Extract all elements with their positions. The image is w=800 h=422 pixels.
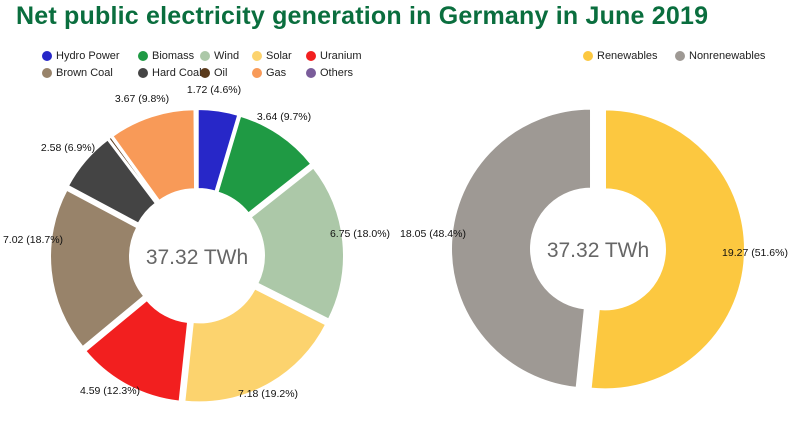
slice-label-renewables: 19.27 (51.6%) bbox=[722, 247, 788, 259]
legend-label: Nonrenewables bbox=[689, 50, 766, 62]
slice-solar[interactable] bbox=[183, 287, 328, 404]
legend-item-uranium[interactable]: Uranium bbox=[306, 50, 362, 62]
slice-label-gas: 3.67 (9.8%) bbox=[115, 93, 169, 105]
legend-item-biomass[interactable]: Biomass bbox=[138, 50, 194, 62]
legend-swatch bbox=[200, 68, 210, 78]
slice-biomass[interactable] bbox=[216, 114, 313, 215]
legend-swatch bbox=[583, 51, 593, 61]
legend-label: Brown Coal bbox=[56, 67, 113, 79]
legend-item-wind[interactable]: Wind bbox=[200, 50, 239, 62]
donut-chart-1: 1.72 (4.6%) 3.64 (9.7%) 6.75 (18.0%) 7.18 (… bbox=[3, 84, 390, 404]
legend-label: Others bbox=[320, 67, 354, 79]
slice-label-uranium: 4.59 (12.3%) bbox=[80, 385, 140, 397]
legend-label: Biomass bbox=[152, 50, 195, 62]
legend-item-hydro-power[interactable]: Hydro Power bbox=[42, 50, 120, 62]
slice-label-nonrenewables: 18.05 (48.4%) bbox=[400, 228, 466, 240]
slice-label-biomass: 3.64 (9.7%) bbox=[257, 111, 311, 123]
legend-label: Hydro Power bbox=[56, 50, 120, 62]
chart-title: Net public electricity generation in Ger… bbox=[16, 2, 709, 30]
legend-swatch bbox=[675, 51, 685, 61]
legend-label: Gas bbox=[266, 67, 287, 79]
slice-oil[interactable] bbox=[107, 135, 160, 204]
slice-wind[interactable] bbox=[249, 166, 345, 321]
legend-label: Solar bbox=[266, 50, 292, 62]
slice-renewables[interactable] bbox=[589, 108, 746, 391]
slice-brown-coal[interactable] bbox=[49, 188, 146, 349]
legend-item-nonrenewables[interactable]: Nonrenewables bbox=[675, 50, 765, 62]
legend-label: Renewables bbox=[597, 50, 658, 62]
legend-swatch bbox=[42, 51, 52, 61]
center-total-label: 37.32 TWh bbox=[146, 246, 248, 269]
legend-swatch bbox=[42, 68, 52, 78]
slice-label-hard-coal: 2.58 (6.9%) bbox=[41, 142, 95, 154]
legend-label: Uranium bbox=[320, 50, 362, 62]
slice-label-hydro-power: 1.72 (4.6%) bbox=[187, 84, 241, 96]
slice-nonrenewables[interactable] bbox=[450, 107, 593, 390]
slice-hard-coal[interactable] bbox=[66, 138, 158, 225]
legend-swatch bbox=[138, 51, 148, 61]
legend-swatch bbox=[252, 68, 262, 78]
legend-item-solar[interactable]: Solar bbox=[252, 50, 292, 62]
legend-item-brown-coal[interactable]: Brown Coal bbox=[42, 67, 113, 79]
slice-label-wind: 6.75 (18.0%) bbox=[330, 228, 390, 240]
slice-others[interactable] bbox=[195, 107, 198, 191]
slice-gas[interactable] bbox=[111, 108, 197, 203]
slice-uranium[interactable] bbox=[83, 298, 190, 403]
slice-label-solar: 7.18 (19.2%) bbox=[238, 388, 298, 400]
legend-label: Wind bbox=[214, 50, 240, 62]
legend-item-oil[interactable]: Oil bbox=[200, 67, 227, 79]
legend-swatch bbox=[138, 68, 148, 78]
legend-label: Oil bbox=[214, 67, 228, 79]
slice-hydro-power[interactable] bbox=[196, 108, 240, 193]
center-total-label: 37.32 TWh bbox=[547, 239, 649, 262]
legend-swatch bbox=[306, 68, 316, 78]
legend-item-renewables[interactable]: Renewables bbox=[583, 50, 658, 62]
legend-item-gas[interactable]: Gas bbox=[252, 67, 286, 79]
legend-item-others[interactable]: Others bbox=[306, 67, 353, 79]
donut-chart-2: 19.27 (51.6%) 18.05 (48.4%) 37.32 TWh bbox=[400, 107, 788, 391]
legend-swatch bbox=[200, 51, 210, 61]
legend-item-hard-coal[interactable]: Hard Coal bbox=[138, 67, 202, 79]
legend-label: Hard Coal bbox=[152, 67, 202, 79]
legend-swatch bbox=[252, 51, 262, 61]
slice-label-brown-coal: 7.02 (18.7%) bbox=[3, 234, 63, 246]
legend-swatch bbox=[306, 51, 316, 61]
